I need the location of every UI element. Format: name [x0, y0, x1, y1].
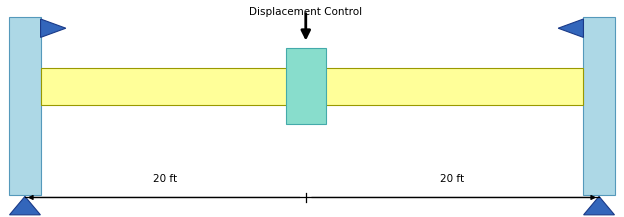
Polygon shape	[41, 19, 66, 37]
Text: Displacement Control: Displacement Control	[249, 7, 363, 16]
Text: 20 ft: 20 ft	[154, 174, 177, 184]
Bar	[583, 17, 615, 195]
Polygon shape	[558, 19, 583, 37]
Polygon shape	[9, 196, 41, 215]
Text: 20 ft: 20 ft	[441, 174, 464, 184]
Bar	[9, 17, 41, 195]
Polygon shape	[583, 196, 615, 215]
Bar	[286, 48, 326, 124]
Bar	[41, 68, 583, 105]
